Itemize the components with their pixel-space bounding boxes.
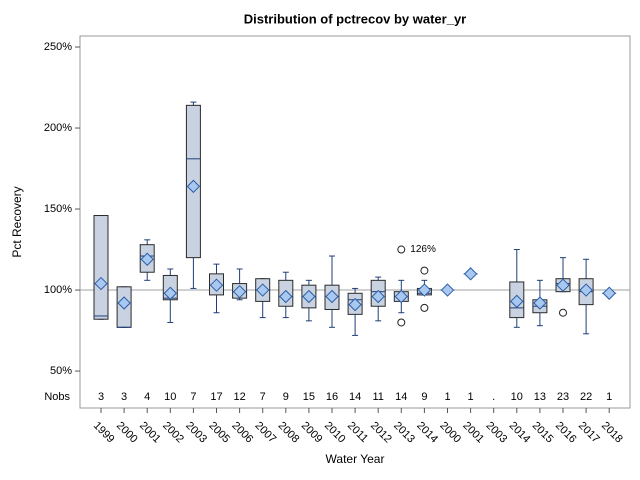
x-tick-label: 1999 <box>91 420 117 446</box>
x-tick-label: 2012 <box>368 420 394 446</box>
nobs-value: 1 <box>468 391 474 403</box>
outlier <box>420 303 429 312</box>
x-tick-label: 2003 <box>183 420 209 446</box>
mean-marker <box>232 284 247 299</box>
mean-marker <box>325 289 339 304</box>
y-axis-label: Pct Recovery <box>10 186 24 257</box>
mean-marker <box>255 283 270 297</box>
mean-marker <box>463 267 478 281</box>
x-tick-label: 2014 <box>414 420 440 446</box>
mean-marker <box>279 289 293 304</box>
nobs-value: 22 <box>580 391 592 403</box>
x-tick-label: 2006 <box>229 420 255 446</box>
mean-marker <box>510 294 524 309</box>
nobs-value: 4 <box>144 391 150 403</box>
mean-marker <box>117 296 131 310</box>
x-tick-label: 2005 <box>206 420 232 446</box>
x-axis-label: Water Year <box>326 452 385 466</box>
mean-marker <box>209 278 224 292</box>
nobs-value: 7 <box>190 391 196 403</box>
nobs-value: 23 <box>557 391 569 403</box>
nobs-header: Nobs <box>44 391 70 403</box>
nobs-value: 1 <box>444 391 450 403</box>
nobs-value: 10 <box>164 391 176 403</box>
mean-marker <box>556 278 570 292</box>
mean-marker <box>602 286 616 300</box>
x-tick-label: 2011 <box>345 420 370 445</box>
nobs-value: 7 <box>260 391 266 403</box>
nobs-value: 17 <box>210 391 222 403</box>
y-tick-label: 100% <box>44 284 72 296</box>
mean-marker <box>348 297 362 312</box>
nobs-value: 14 <box>349 391 361 403</box>
x-tick-label: 2003 <box>484 420 510 446</box>
nobs-value: 1 <box>606 391 612 403</box>
y-tick-label: 50% <box>50 365 72 377</box>
y-tick-label: 200% <box>44 122 72 134</box>
x-tick-label: 2013 <box>391 420 417 446</box>
mean-marker <box>140 252 154 266</box>
x-tick-label: 2010 <box>322 420 348 446</box>
outlier <box>559 308 567 317</box>
nobs-value: 15 <box>303 391 315 403</box>
x-tick-label: 2001 <box>460 420 486 446</box>
nobs-value: 10 <box>511 391 523 403</box>
mean-marker <box>302 289 316 304</box>
y-tick-label: 250% <box>44 41 72 53</box>
mean-marker <box>94 276 108 291</box>
nobs-value: 9 <box>421 391 427 403</box>
x-tick-label: 2000 <box>437 420 463 446</box>
outlier <box>397 318 406 327</box>
mean-marker <box>186 179 201 194</box>
chart-title: Distribution of pctrecov by water_yr <box>244 11 467 26</box>
x-tick-label: 2018 <box>599 420 625 446</box>
box <box>93 215 109 320</box>
x-tick-label: 2001 <box>137 420 163 446</box>
x-tick-label: 2016 <box>553 420 579 446</box>
x-tick-label: 2002 <box>160 420 186 446</box>
nobs-value: 3 <box>121 391 127 403</box>
nobs-value: 12 <box>233 391 245 403</box>
x-tick-label: 2009 <box>299 420 325 446</box>
mean-marker <box>394 289 409 304</box>
mean-marker <box>371 289 385 304</box>
y-tick-label: 150% <box>44 203 72 215</box>
outlier-label: 126% <box>410 244 436 255</box>
nobs-value: 13 <box>534 391 546 403</box>
x-tick-label: 2007 <box>253 420 279 446</box>
plot-frame <box>79 35 631 409</box>
mean-marker <box>579 283 593 297</box>
nobs-value: 16 <box>326 391 338 403</box>
outlier <box>397 245 406 254</box>
nobs-value: 14 <box>395 391 407 403</box>
nobs-value: 11 <box>372 391 383 403</box>
x-tick-label: 2000 <box>114 420 140 446</box>
mean-marker <box>533 296 547 310</box>
mean-marker <box>163 286 178 300</box>
nobs-value: . <box>492 391 495 403</box>
nobs-value: 9 <box>283 391 289 403</box>
mean-marker <box>417 283 432 297</box>
mean-marker <box>440 283 455 297</box>
outlier <box>420 266 429 275</box>
nobs-value: 3 <box>98 391 104 403</box>
x-tick-label: 2015 <box>530 420 556 446</box>
x-tick-label: 2017 <box>576 420 602 446</box>
x-tick-label: 2008 <box>276 420 302 446</box>
x-tick-label: 2014 <box>507 420 533 446</box>
